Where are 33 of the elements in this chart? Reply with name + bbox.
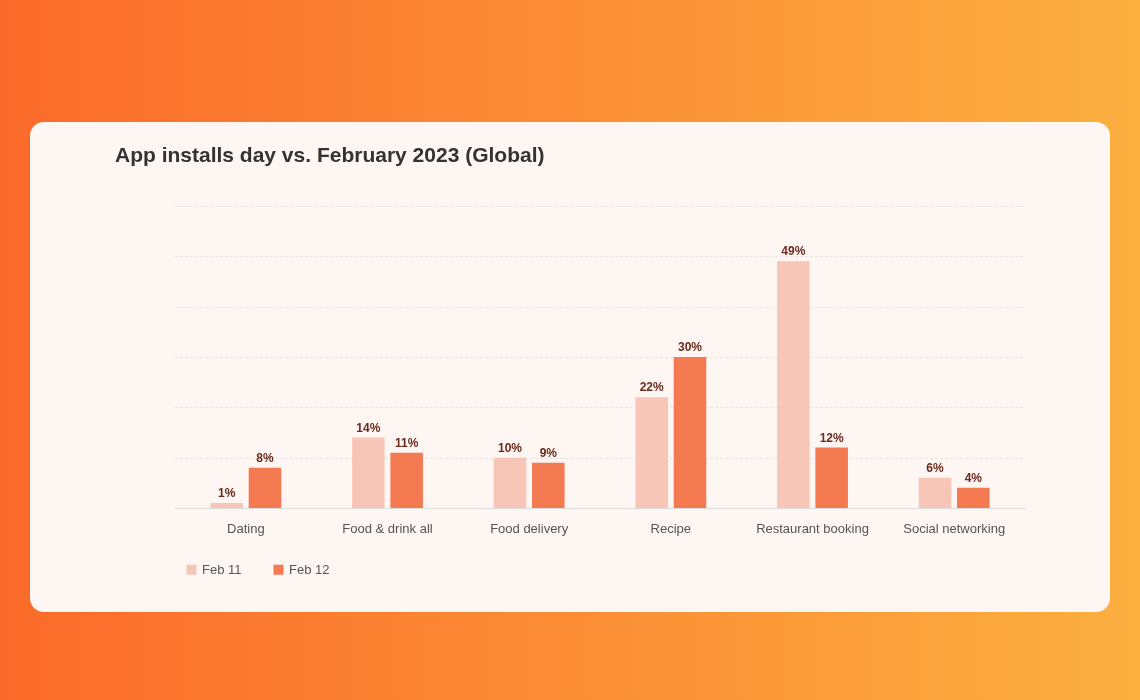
data-label: 9% (539, 445, 558, 460)
data-label: 10% (498, 440, 523, 455)
x-tick-label: Recipe (650, 520, 692, 536)
bar (352, 437, 385, 508)
x-tick-label: Food delivery (490, 520, 569, 536)
bar (248, 467, 282, 508)
bar (493, 457, 527, 508)
data-label: 12% (819, 430, 844, 445)
x-tick-label: Restaurant booking (756, 520, 869, 536)
x-tick-label: Dating (227, 520, 265, 536)
data-label: 14% (356, 420, 381, 435)
data-label: 8% (256, 450, 274, 465)
data-label: 11% (394, 435, 419, 450)
bar (777, 261, 810, 508)
data-label: 22% (639, 380, 665, 395)
bar (532, 462, 565, 508)
x-tick-label: Social networking (903, 520, 1006, 536)
legend-label: Feb 12 (289, 561, 330, 577)
bar (918, 477, 952, 508)
data-label: 6% (926, 460, 945, 475)
bar (210, 502, 243, 508)
bar (957, 487, 990, 508)
chart-title: App installs day vs. February 2023 (Global) (115, 143, 545, 166)
bar (673, 357, 707, 508)
bar (390, 452, 423, 508)
data-label: 30% (677, 340, 703, 354)
data-label: 1% (218, 485, 236, 500)
legend-label: Feb 11 (202, 561, 242, 577)
data-label: 49% (781, 244, 806, 259)
bar (815, 447, 848, 508)
bar (635, 397, 668, 508)
x-tick-label: Food & drink all (342, 520, 433, 536)
data-label: 4% (964, 470, 983, 485)
